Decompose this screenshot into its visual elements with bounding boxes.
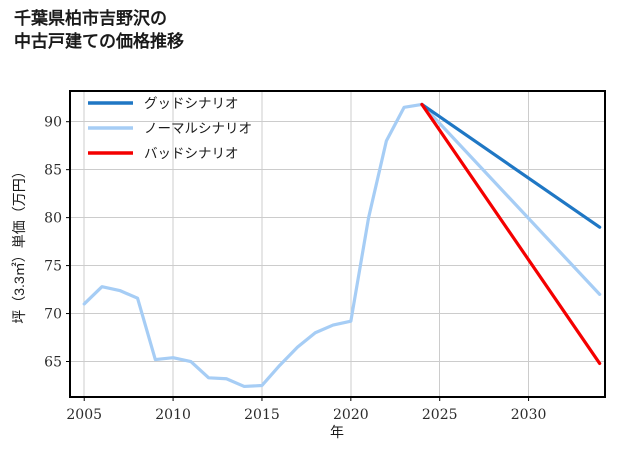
gridlines-group bbox=[70, 91, 605, 397]
y-tick-label: 70 bbox=[44, 307, 62, 323]
y-tick-label: 85 bbox=[44, 163, 62, 179]
y-tick-label: 65 bbox=[44, 355, 62, 371]
legend-label-bad: バッドシナリオ bbox=[144, 146, 239, 161]
y-axis-label: 坪（3.3㎡）単価（万円） bbox=[11, 164, 27, 323]
page-title: 千葉県柏市吉野沢の 中古戸建ての価格推移 bbox=[14, 8, 514, 53]
series-line-good bbox=[420, 102, 602, 229]
y-tick-label: 75 bbox=[44, 259, 62, 275]
x-tick-label: 2020 bbox=[333, 407, 369, 423]
x-tick-label: 2030 bbox=[511, 407, 547, 423]
page-title-line-1: 中古戸建ての価格推移 bbox=[14, 31, 184, 51]
page-title-line-0: 千葉県柏市吉野沢の bbox=[14, 9, 167, 28]
y-tick-label: 90 bbox=[44, 115, 62, 131]
x-tick-label: 2005 bbox=[66, 407, 102, 423]
legend-label-good: グッドシナリオ bbox=[144, 96, 239, 111]
y-axis-ticks-group: 65 70 75 80 85 90 bbox=[44, 115, 70, 371]
x-axis-label: 年 bbox=[330, 424, 344, 440]
series-line-bad bbox=[420, 102, 602, 366]
legend-label-normal: ノーマルシナリオ bbox=[144, 121, 252, 136]
x-axis-ticks-group: 2005 2010 2015 2020 2025 2030 bbox=[66, 397, 546, 423]
series-line-normal bbox=[82, 102, 602, 389]
plot-area-border bbox=[69, 90, 606, 398]
x-tick-label: 2025 bbox=[422, 407, 458, 423]
x-tick-label: 2015 bbox=[244, 407, 280, 423]
data-series-group bbox=[82, 102, 602, 389]
y-tick-label: 80 bbox=[44, 211, 62, 227]
x-tick-label: 2010 bbox=[155, 407, 191, 423]
